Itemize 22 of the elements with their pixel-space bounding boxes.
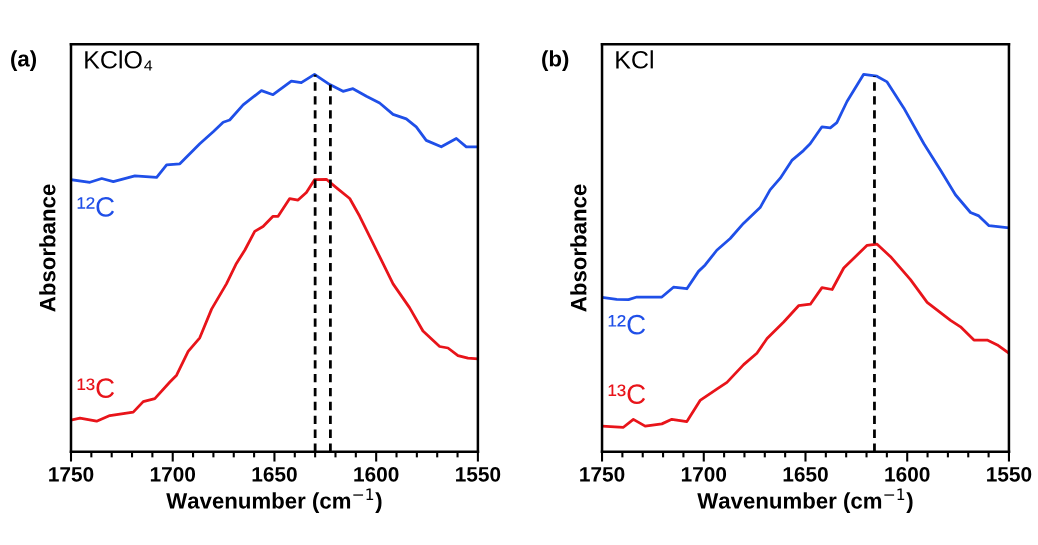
x-tick-label: 1600 [354,466,399,482]
x-axis-title: Wavenumber (cm$^{−1}$) [166,488,382,514]
text: KClO₄ [85,50,153,71]
x-tick-label: 1700 [150,466,196,482]
series-label: ¹³C [608,384,646,404]
x-tick-label: 1750 [49,466,94,482]
x-tick-label: 1550 [456,466,501,482]
x-tick-label: 1650 [252,466,297,482]
x-axis-title: Wavenumber (cm$^{−1}$) [697,488,913,514]
x-tick-label: 1700 [681,466,727,482]
text: (a) [11,50,37,71]
series-label: ¹²C [608,314,646,335]
x-tick-label: 1550 [987,466,1032,482]
y-axis-title: Absorbance [39,184,56,312]
text: (b) [542,50,569,71]
series-label: ¹³C [77,378,115,398]
text: KCl [616,50,653,69]
x-tick-label: 1650 [783,466,828,482]
y-axis-title: Absorbance [570,184,587,312]
x-tick-label: 1600 [885,466,930,482]
series-label: ¹²C [77,197,115,217]
x-tick-label: 1750 [580,466,625,482]
